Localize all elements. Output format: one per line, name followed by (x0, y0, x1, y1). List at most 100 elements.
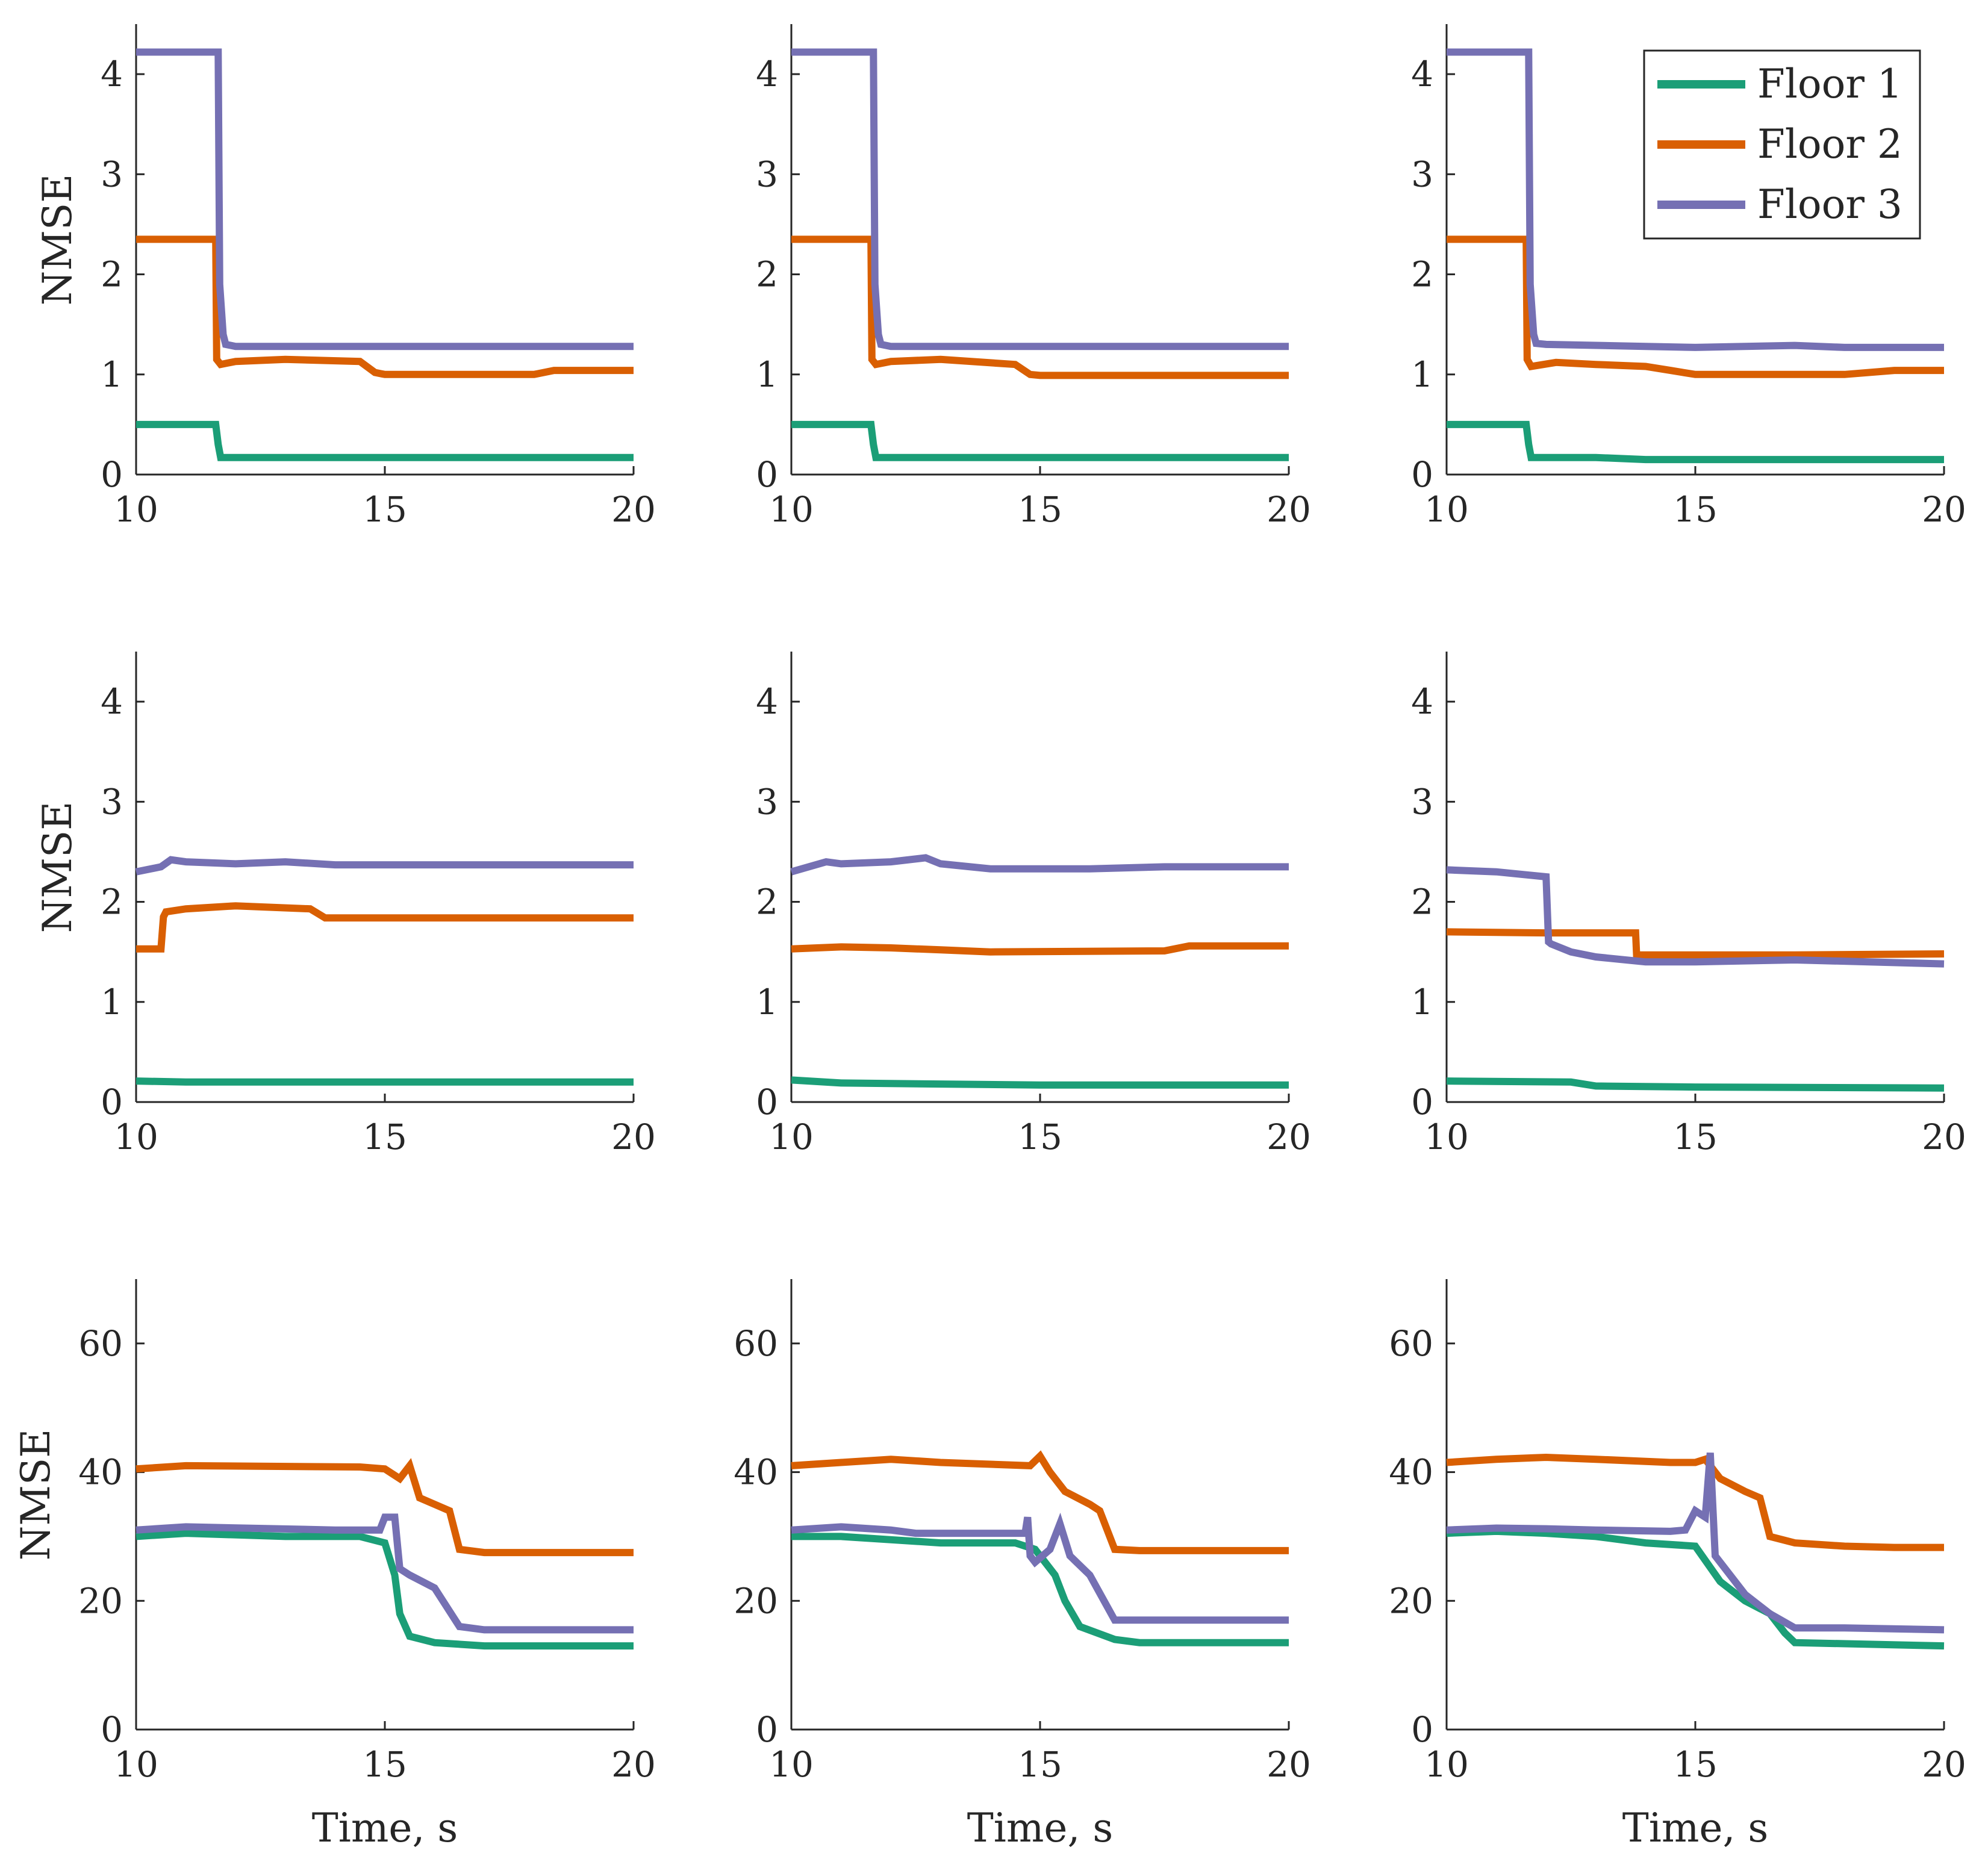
panel-r2-c1-series-floor-3 (135, 856, 634, 876)
panel-r3-c3-x-tick-label-10: 10 (1424, 1744, 1469, 1785)
panel-r3-c2-series-floor-1 (791, 1533, 1289, 1646)
panel-r3-c1-x-tick-label-15: 15 (363, 1744, 407, 1785)
panel-r1-c1-x-tick-label-20: 20 (611, 489, 656, 530)
panel-r2-c2-x-tick-label-20: 20 (1267, 1116, 1311, 1157)
panel-r1-c2-y-tick-label-3: 3 (756, 154, 778, 195)
panel-r3-c1-x-tick-label-10: 10 (114, 1744, 158, 1785)
panel-r3-c1-series-floor-2 (136, 1458, 634, 1557)
panel-r3-c1-y-tick-label-40: 40 (78, 1452, 123, 1493)
legend-label-floor-3: Floor 3 (1757, 181, 1902, 228)
panel-r2-c2-series-floor-1 (791, 1076, 1289, 1089)
panel-r2-c2-x-tick-label-15: 15 (1018, 1116, 1062, 1157)
panel-r2-c3: 10 15 20 0 1 2 3 4 (1411, 652, 1966, 1157)
panel-r3-c2: 10 15 20 0 20 40 60 (734, 1279, 1311, 1785)
panel-r1-c1-y-tick-label-1: 1 (101, 354, 123, 395)
panel-r2-c3-series-floor-3 (1446, 866, 1945, 968)
panel-r1-c3-y-tick-label-1: 1 (1411, 354, 1433, 395)
panel-r1-c3-y-tick-label-4: 4 (1411, 54, 1433, 95)
panel-r3-c2-x-tick-label-20: 20 (1267, 1744, 1311, 1785)
panel-r2-c1-y-tick-label-0: 0 (101, 1082, 123, 1123)
panel-r1-c1-series-floor-1 (136, 420, 634, 461)
panel-r2-c1-x-tick-label-15: 15 (363, 1116, 407, 1157)
panel-r2-c1-y-tick-label-1: 1 (101, 982, 123, 1023)
panel-r1-c3-x-tick-label-15: 15 (1673, 489, 1718, 530)
panel-r2-c1-series-floor-1 (136, 1077, 634, 1086)
x-axis-label-col-3: Time, s (1622, 1805, 1769, 1851)
panel-r3-c3-x-tick-label-15: 15 (1673, 1744, 1718, 1785)
panel-r1-c1-x-tick-label-15: 15 (363, 489, 407, 530)
panel-r1-c2-y-tick-label-2: 2 (756, 254, 778, 295)
legend-label-floor-2: Floor 2 (1757, 121, 1902, 167)
panel-r1-c3-series-floor-3 (1447, 48, 1944, 351)
y-axis-label-row-2: NMSE (34, 802, 81, 933)
panel-r1-c3-series-floor-1 (1447, 420, 1944, 464)
panel-r3-c2-series-floor-2 (791, 1450, 1289, 1554)
panel-r1-c2-x-tick-label-15: 15 (1018, 489, 1062, 530)
panel-r1-c1-x-tick-label-10: 10 (114, 489, 158, 530)
panel-r1-c2-series-floor-2 (791, 235, 1289, 379)
panel-r3-c1-y-tick-label-60: 60 (78, 1323, 123, 1364)
panel-r1-c2-y-tick-label-0: 0 (756, 454, 778, 495)
panel-r1-c3-x-tick-label-10: 10 (1424, 489, 1469, 530)
panel-r3-c2-y-tick-label-60: 60 (734, 1323, 778, 1364)
panel-r3-c2-y-tick-label-40: 40 (734, 1452, 778, 1493)
panel-r2-c3-y-tick-label-4: 4 (1411, 681, 1433, 722)
panel-r1-c1-y-tick-label-2: 2 (101, 254, 123, 295)
panel-r2-c3-y-tick-label-3: 3 (1411, 781, 1433, 822)
panel-r2-c2-y-tick-label-4: 4 (756, 681, 778, 722)
panel-r2-c2-y-tick-label-3: 3 (756, 781, 778, 822)
panel-r1-c3: 10 15 20 0 1 2 3 4 (1411, 24, 1966, 530)
x-axis-label-col-1: Time, s (312, 1805, 458, 1851)
panel-r1-c2: 10 15 20 0 1 2 3 4 (756, 24, 1311, 530)
panel-r1-c1-y-tick-label-4: 4 (101, 54, 123, 95)
panel-r3-c1: 10 15 20 0 20 40 60 (78, 1279, 656, 1785)
legend-label-floor-1: Floor 1 (1757, 61, 1902, 107)
y-axis-label-row-1: NMSE (34, 174, 81, 306)
panel-r3-c2-y-tick-label-20: 20 (734, 1580, 778, 1621)
panel-r2-c2-y-tick-label-2: 2 (756, 882, 778, 923)
panel-r2-c1-y-tick-label-2: 2 (101, 882, 123, 923)
panel-r2-c1-y-tick-label-4: 4 (101, 681, 123, 722)
panel-r2-c3-series-floor-1 (1446, 1077, 1945, 1092)
panel-r2-c2-x-tick-label-10: 10 (769, 1116, 814, 1157)
panel-r1-c2-x-tick-label-20: 20 (1267, 489, 1311, 530)
panel-r3-c2-y-tick-label-0: 0 (756, 1709, 778, 1750)
panel-r2-c1-y-tick-label-3: 3 (101, 781, 123, 822)
panel-r1-c2-series-floor-1 (791, 420, 1289, 461)
panel-r3-c1-y-tick-label-0: 0 (101, 1709, 123, 1750)
panel-r2-c3-x-tick-label-10: 10 (1424, 1116, 1469, 1157)
panel-r3-c1-x-tick-label-20: 20 (611, 1744, 656, 1785)
panel-r3-c3-series-floor-3 (1446, 1453, 1945, 1634)
panel-r1-c2-y-tick-label-4: 4 (756, 54, 778, 95)
panel-r2-c1-x-tick-label-20: 20 (611, 1116, 656, 1157)
panel-r1-c2-x-tick-label-10: 10 (769, 489, 814, 530)
panel-r2-c3-y-tick-label-2: 2 (1411, 882, 1433, 923)
panel-r1-c2-series-floor-3 (791, 48, 1289, 350)
panel-r1-c1-y-tick-label-0: 0 (101, 454, 123, 495)
panel-r1-c1-series-floor-2 (136, 235, 634, 378)
panel-r3-c3-y-tick-label-20: 20 (1389, 1580, 1433, 1621)
panel-r2-c3-x-tick-label-15: 15 (1673, 1116, 1718, 1157)
panel-r2-c2-series-floor-3 (790, 854, 1289, 876)
panel-r2-c3-y-tick-label-0: 0 (1411, 1082, 1433, 1123)
panel-r3-c2-series-floor-3 (791, 1512, 1289, 1624)
panel-r1-c3-y-tick-label-0: 0 (1411, 454, 1433, 495)
panel-r1-c3-series-floor-2 (1447, 235, 1944, 378)
panel-r2-c3-y-tick-label-1: 1 (1411, 982, 1433, 1023)
panel-r3-c3-y-tick-label-40: 40 (1389, 1452, 1433, 1493)
legend: Floor 1 Floor 2 Floor 3 (1643, 49, 1921, 240)
panel-r1-c2-y-tick-label-1: 1 (756, 354, 778, 395)
panel-r2-c3-x-tick-label-20: 20 (1922, 1116, 1966, 1157)
panel-r1-c1-y-tick-label-3: 3 (101, 154, 123, 195)
panel-r3-c2-x-tick-label-15: 15 (1018, 1744, 1062, 1785)
panel-r3-c3-series-floor-2 (1446, 1453, 1944, 1551)
panel-r2-c1-x-tick-label-10: 10 (114, 1116, 158, 1157)
panel-r3-c1-series-floor-3 (136, 1513, 634, 1634)
panel-r3-c3-y-tick-label-0: 0 (1411, 1709, 1433, 1750)
panel-r3-c3: 10 15 20 0 20 40 60 (1389, 1279, 1966, 1785)
panel-r3-c3-x-tick-label-20: 20 (1922, 1744, 1966, 1785)
y-axis-label-row-3: NMSE (13, 1429, 59, 1561)
panel-r2-c2-y-tick-label-1: 1 (756, 982, 778, 1023)
